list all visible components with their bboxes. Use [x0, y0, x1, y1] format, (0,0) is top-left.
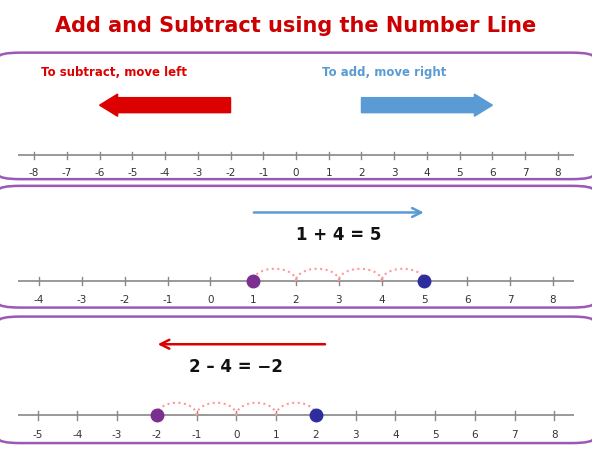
Text: 2: 2 [358, 168, 365, 178]
Text: -5: -5 [33, 430, 43, 440]
Text: -3: -3 [112, 430, 123, 440]
Text: 3: 3 [336, 295, 342, 305]
Text: 3: 3 [352, 430, 359, 440]
Text: -4: -4 [72, 430, 82, 440]
Text: 7: 7 [507, 295, 513, 305]
Text: -2: -2 [226, 168, 236, 178]
Text: 3: 3 [391, 168, 397, 178]
Text: 5: 5 [456, 168, 463, 178]
Text: 7: 7 [511, 430, 518, 440]
Text: -4: -4 [160, 168, 170, 178]
Text: 8: 8 [551, 430, 558, 440]
FancyArrow shape [99, 94, 230, 116]
Text: 4: 4 [424, 168, 430, 178]
Text: 2 – 4 = −2: 2 – 4 = −2 [189, 358, 284, 376]
Text: 0: 0 [207, 295, 214, 305]
Text: 8: 8 [549, 295, 556, 305]
Text: -1: -1 [258, 168, 268, 178]
Text: Add and Subtract using the Number Line: Add and Subtract using the Number Line [56, 17, 536, 36]
Text: 2: 2 [313, 430, 319, 440]
Text: 5: 5 [432, 430, 439, 440]
FancyBboxPatch shape [0, 317, 592, 443]
Text: -3: -3 [77, 295, 87, 305]
Text: 2: 2 [292, 295, 300, 305]
Text: 0: 0 [233, 430, 240, 440]
FancyBboxPatch shape [0, 186, 592, 308]
Text: -8: -8 [29, 168, 39, 178]
Text: 8: 8 [555, 168, 561, 178]
Text: -3: -3 [192, 168, 203, 178]
FancyArrow shape [362, 94, 493, 116]
Text: 4: 4 [378, 295, 385, 305]
Text: -4: -4 [34, 295, 44, 305]
Text: 1: 1 [273, 430, 279, 440]
FancyBboxPatch shape [0, 53, 592, 179]
Text: -7: -7 [62, 168, 72, 178]
Text: To add, move right: To add, move right [322, 67, 446, 79]
Text: -6: -6 [94, 168, 105, 178]
Text: 7: 7 [522, 168, 529, 178]
Text: 1: 1 [250, 295, 256, 305]
Text: 1: 1 [326, 168, 332, 178]
Text: -2: -2 [152, 430, 162, 440]
Text: 1 + 4 = 5: 1 + 4 = 5 [296, 225, 381, 244]
Text: 5: 5 [421, 295, 428, 305]
Text: 4: 4 [392, 430, 398, 440]
Text: -1: -1 [162, 295, 173, 305]
Text: 6: 6 [489, 168, 496, 178]
Text: 0: 0 [293, 168, 299, 178]
Text: -5: -5 [127, 168, 137, 178]
Text: -2: -2 [120, 295, 130, 305]
Text: -1: -1 [191, 430, 202, 440]
Text: To subtract, move left: To subtract, move left [41, 67, 186, 79]
Text: 6: 6 [472, 430, 478, 440]
Text: 6: 6 [464, 295, 471, 305]
